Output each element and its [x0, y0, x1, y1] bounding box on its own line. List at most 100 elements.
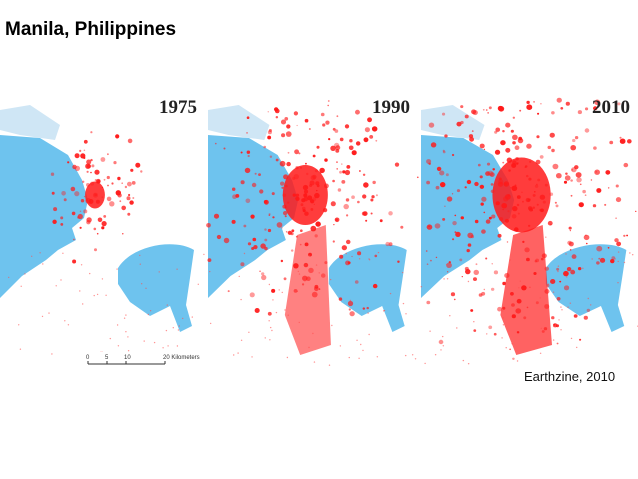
urban-patch [528, 177, 532, 181]
urban-patch [570, 145, 577, 151]
rural-patch [505, 347, 507, 349]
urban-patch [90, 158, 93, 162]
urban-patch [296, 124, 298, 127]
urban-patch [249, 292, 255, 298]
urban-patch [231, 187, 236, 191]
urban-patch [315, 221, 321, 227]
urban-patch [550, 279, 556, 284]
urban-patch [547, 220, 553, 226]
rural-patch [8, 276, 10, 279]
urban-patch [345, 214, 349, 217]
rural-patch [209, 270, 211, 273]
rural-patch [405, 313, 407, 315]
urban-patch [595, 171, 597, 173]
urban-patch [571, 167, 577, 173]
urban-patch [594, 99, 601, 106]
urban-patch [537, 178, 541, 182]
urban-patch [572, 138, 576, 143]
urban-patch [469, 137, 475, 142]
urban-patch [371, 195, 375, 199]
urban-patch [584, 194, 587, 196]
urban-patch [113, 161, 117, 165]
urban-patch [488, 325, 493, 330]
rural-patch [209, 322, 212, 325]
urban-patch [570, 179, 573, 182]
urban-patch [466, 179, 472, 185]
rural-patch [240, 339, 243, 341]
urban-patch [315, 181, 320, 186]
urban-patch [372, 283, 378, 289]
urban-patch [535, 301, 539, 305]
urban-patch [344, 169, 351, 176]
urban-patch [267, 311, 272, 316]
urban-patch [478, 293, 483, 297]
rural-patch [318, 272, 320, 274]
urban-patch [442, 149, 445, 152]
rural-patch [402, 302, 405, 305]
urban-patch [464, 114, 469, 119]
urban-patch [362, 211, 368, 216]
urban-patch [607, 187, 610, 189]
urban-patch [441, 112, 446, 116]
urban-patch [323, 183, 329, 189]
urban-patch [294, 197, 297, 199]
rural-patch [446, 278, 449, 280]
urban-patch [428, 225, 430, 227]
urban-patch [342, 170, 346, 174]
urban-patch [301, 198, 306, 203]
urban-patch [473, 329, 477, 332]
urban-patch [379, 219, 383, 223]
urban-patch [252, 237, 257, 242]
urban-patch [345, 239, 351, 245]
urban-patch [240, 180, 245, 185]
urban-patch [611, 256, 616, 260]
rural-patch [141, 283, 143, 285]
urban-patch [53, 207, 58, 212]
urban-patch [295, 166, 299, 170]
urban-patch [276, 222, 283, 228]
urban-patch [127, 212, 131, 216]
urban-patch [616, 241, 622, 247]
urban-patch [502, 130, 505, 133]
rural-patch [39, 252, 41, 254]
urban-patch [510, 292, 514, 296]
urban-patch [101, 196, 104, 198]
rural-patch [582, 267, 584, 269]
rural-patch [281, 291, 283, 294]
rural-patch [565, 253, 567, 255]
urban-patch [549, 192, 554, 196]
urban-patch [314, 234, 318, 238]
urban-patch [305, 162, 307, 165]
urban-patch [516, 203, 520, 207]
urban-patch [334, 142, 340, 148]
rural-patch [167, 345, 169, 347]
urban-patch [327, 100, 330, 102]
rural-patch [312, 332, 314, 335]
urban-patch [615, 217, 617, 219]
urban-patch [103, 178, 106, 181]
urban-patch [505, 122, 511, 128]
urban-patch [348, 308, 351, 311]
urban-patch [214, 142, 217, 145]
urban-patch [534, 184, 539, 188]
urban-patch [246, 150, 251, 154]
urban-patch [498, 177, 502, 181]
urban-patch [282, 211, 288, 216]
urban-patch [451, 153, 455, 157]
rural-patch [518, 287, 520, 289]
urban-patch [594, 169, 600, 175]
urban-patch [529, 286, 531, 288]
urban-patch [555, 204, 559, 208]
rural-patch [125, 314, 127, 316]
rural-patch [269, 339, 271, 341]
rural-patch [443, 278, 445, 280]
urban-patch [267, 135, 272, 140]
scale-bar-label: 20 Kilometers [163, 355, 200, 361]
urban-patch [504, 273, 510, 278]
urban-patch [275, 116, 279, 119]
urban-patch [93, 193, 97, 197]
urban-patch [467, 243, 472, 247]
urban-patch [446, 262, 452, 268]
urban-patch [243, 224, 247, 228]
urban-patch [306, 172, 309, 176]
